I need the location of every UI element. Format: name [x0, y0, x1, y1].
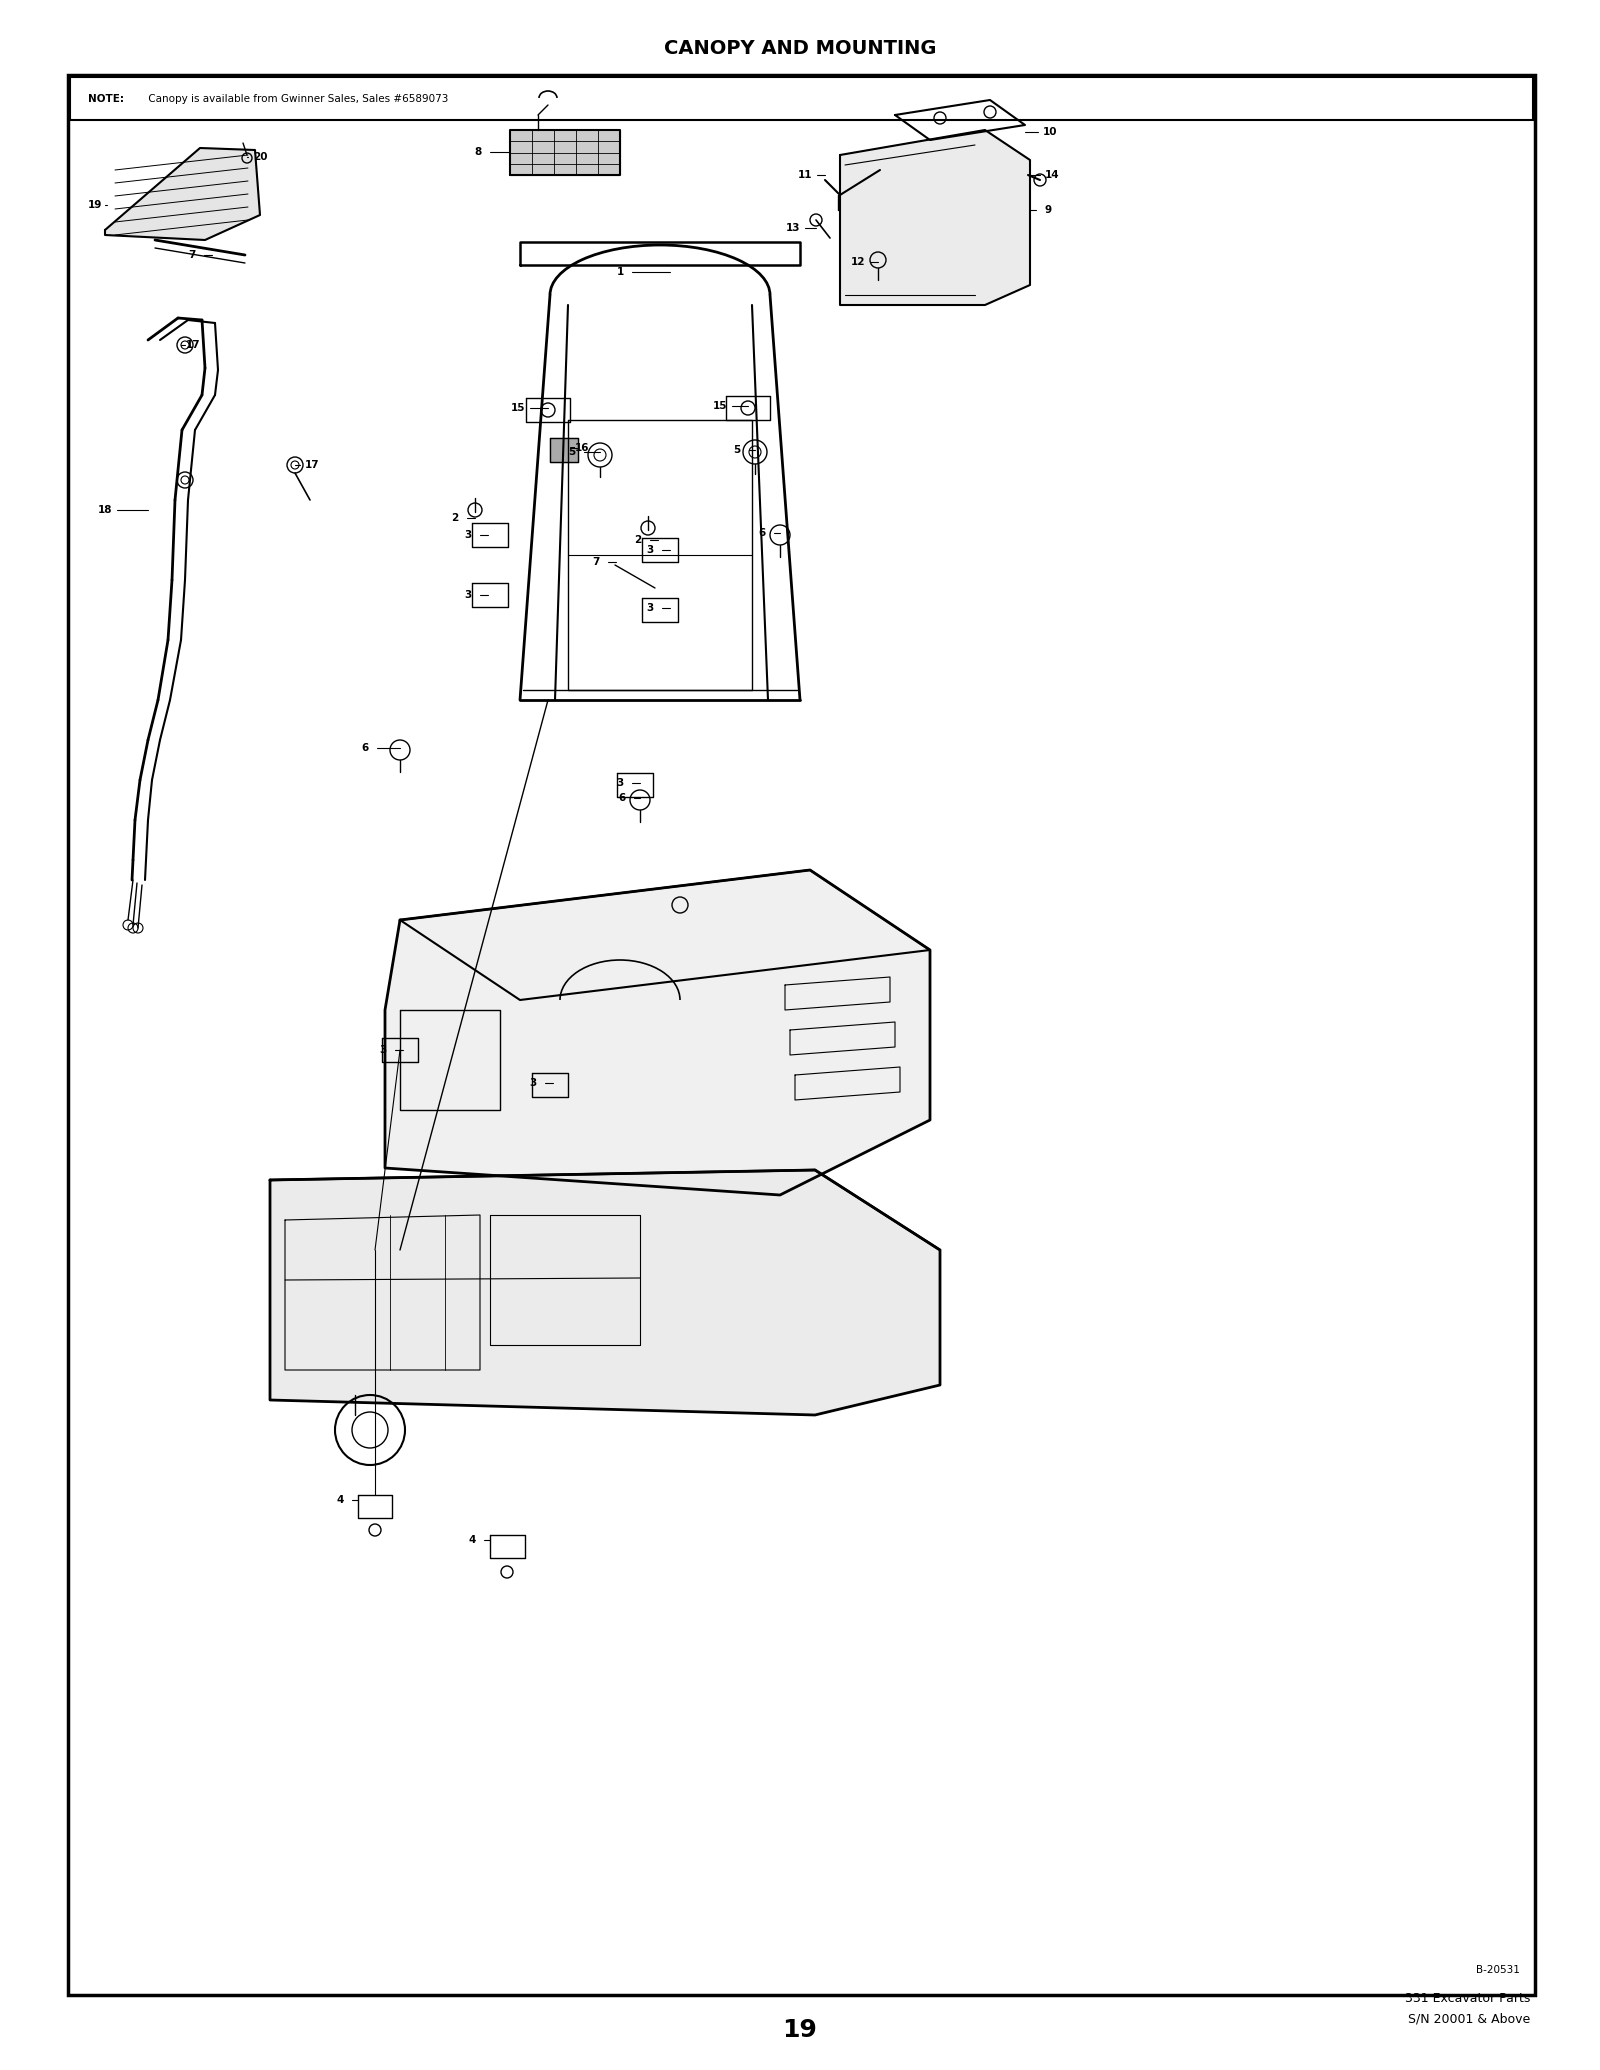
Text: S/N 20001 & Above: S/N 20001 & Above [1408, 2012, 1530, 2024]
Text: NOTE:: NOTE: [88, 93, 125, 104]
Text: Canopy is available from Gwinner Sales, Sales #6589073: Canopy is available from Gwinner Sales, … [146, 93, 448, 104]
Text: 6: 6 [618, 793, 626, 803]
Text: 14: 14 [1045, 170, 1059, 180]
Text: 9: 9 [1045, 205, 1051, 215]
Text: 11: 11 [798, 170, 813, 180]
Text: 3: 3 [646, 602, 654, 613]
Text: 3: 3 [464, 530, 472, 540]
Text: 15: 15 [712, 402, 728, 412]
Text: 5: 5 [733, 445, 741, 455]
Bar [70, 77, 1533, 120]
Text: B-20531: B-20531 [1477, 1964, 1520, 1975]
Text: 2: 2 [634, 534, 642, 544]
Text: 17: 17 [186, 339, 200, 350]
Polygon shape [510, 130, 621, 176]
Text: 15: 15 [510, 404, 525, 414]
Polygon shape [550, 439, 578, 462]
Text: 10: 10 [1043, 126, 1058, 137]
Text: 3: 3 [379, 1045, 387, 1056]
Text: 12: 12 [851, 257, 866, 267]
Text: 13: 13 [786, 224, 800, 234]
Polygon shape [270, 1170, 941, 1416]
Text: 19: 19 [782, 2018, 818, 2041]
Polygon shape [106, 147, 259, 240]
Text: 3: 3 [616, 778, 624, 789]
Polygon shape [386, 869, 930, 1194]
Polygon shape [840, 130, 1030, 304]
Text: CANOPY AND MOUNTING: CANOPY AND MOUNTING [664, 39, 936, 58]
Text: 3: 3 [646, 544, 654, 555]
Text: 3: 3 [464, 590, 472, 600]
Text: 16: 16 [574, 443, 589, 453]
Text: 331 Excavator Parts: 331 Excavator Parts [1405, 1991, 1530, 2006]
Text: 2: 2 [451, 513, 459, 524]
Text: 19: 19 [88, 201, 102, 209]
Text: 8: 8 [474, 147, 482, 157]
Text: 20: 20 [253, 151, 267, 161]
Text: 1: 1 [616, 267, 624, 277]
Text: 4: 4 [336, 1495, 344, 1505]
Text: 3: 3 [530, 1078, 536, 1089]
Text: 17: 17 [304, 460, 320, 470]
Text: 7: 7 [189, 250, 195, 261]
Text: 6: 6 [362, 743, 368, 753]
Text: 6: 6 [758, 528, 766, 538]
Text: 7: 7 [592, 557, 600, 567]
Text: 4: 4 [469, 1536, 475, 1544]
Text: 18: 18 [98, 505, 112, 515]
Text: 5: 5 [568, 447, 576, 457]
